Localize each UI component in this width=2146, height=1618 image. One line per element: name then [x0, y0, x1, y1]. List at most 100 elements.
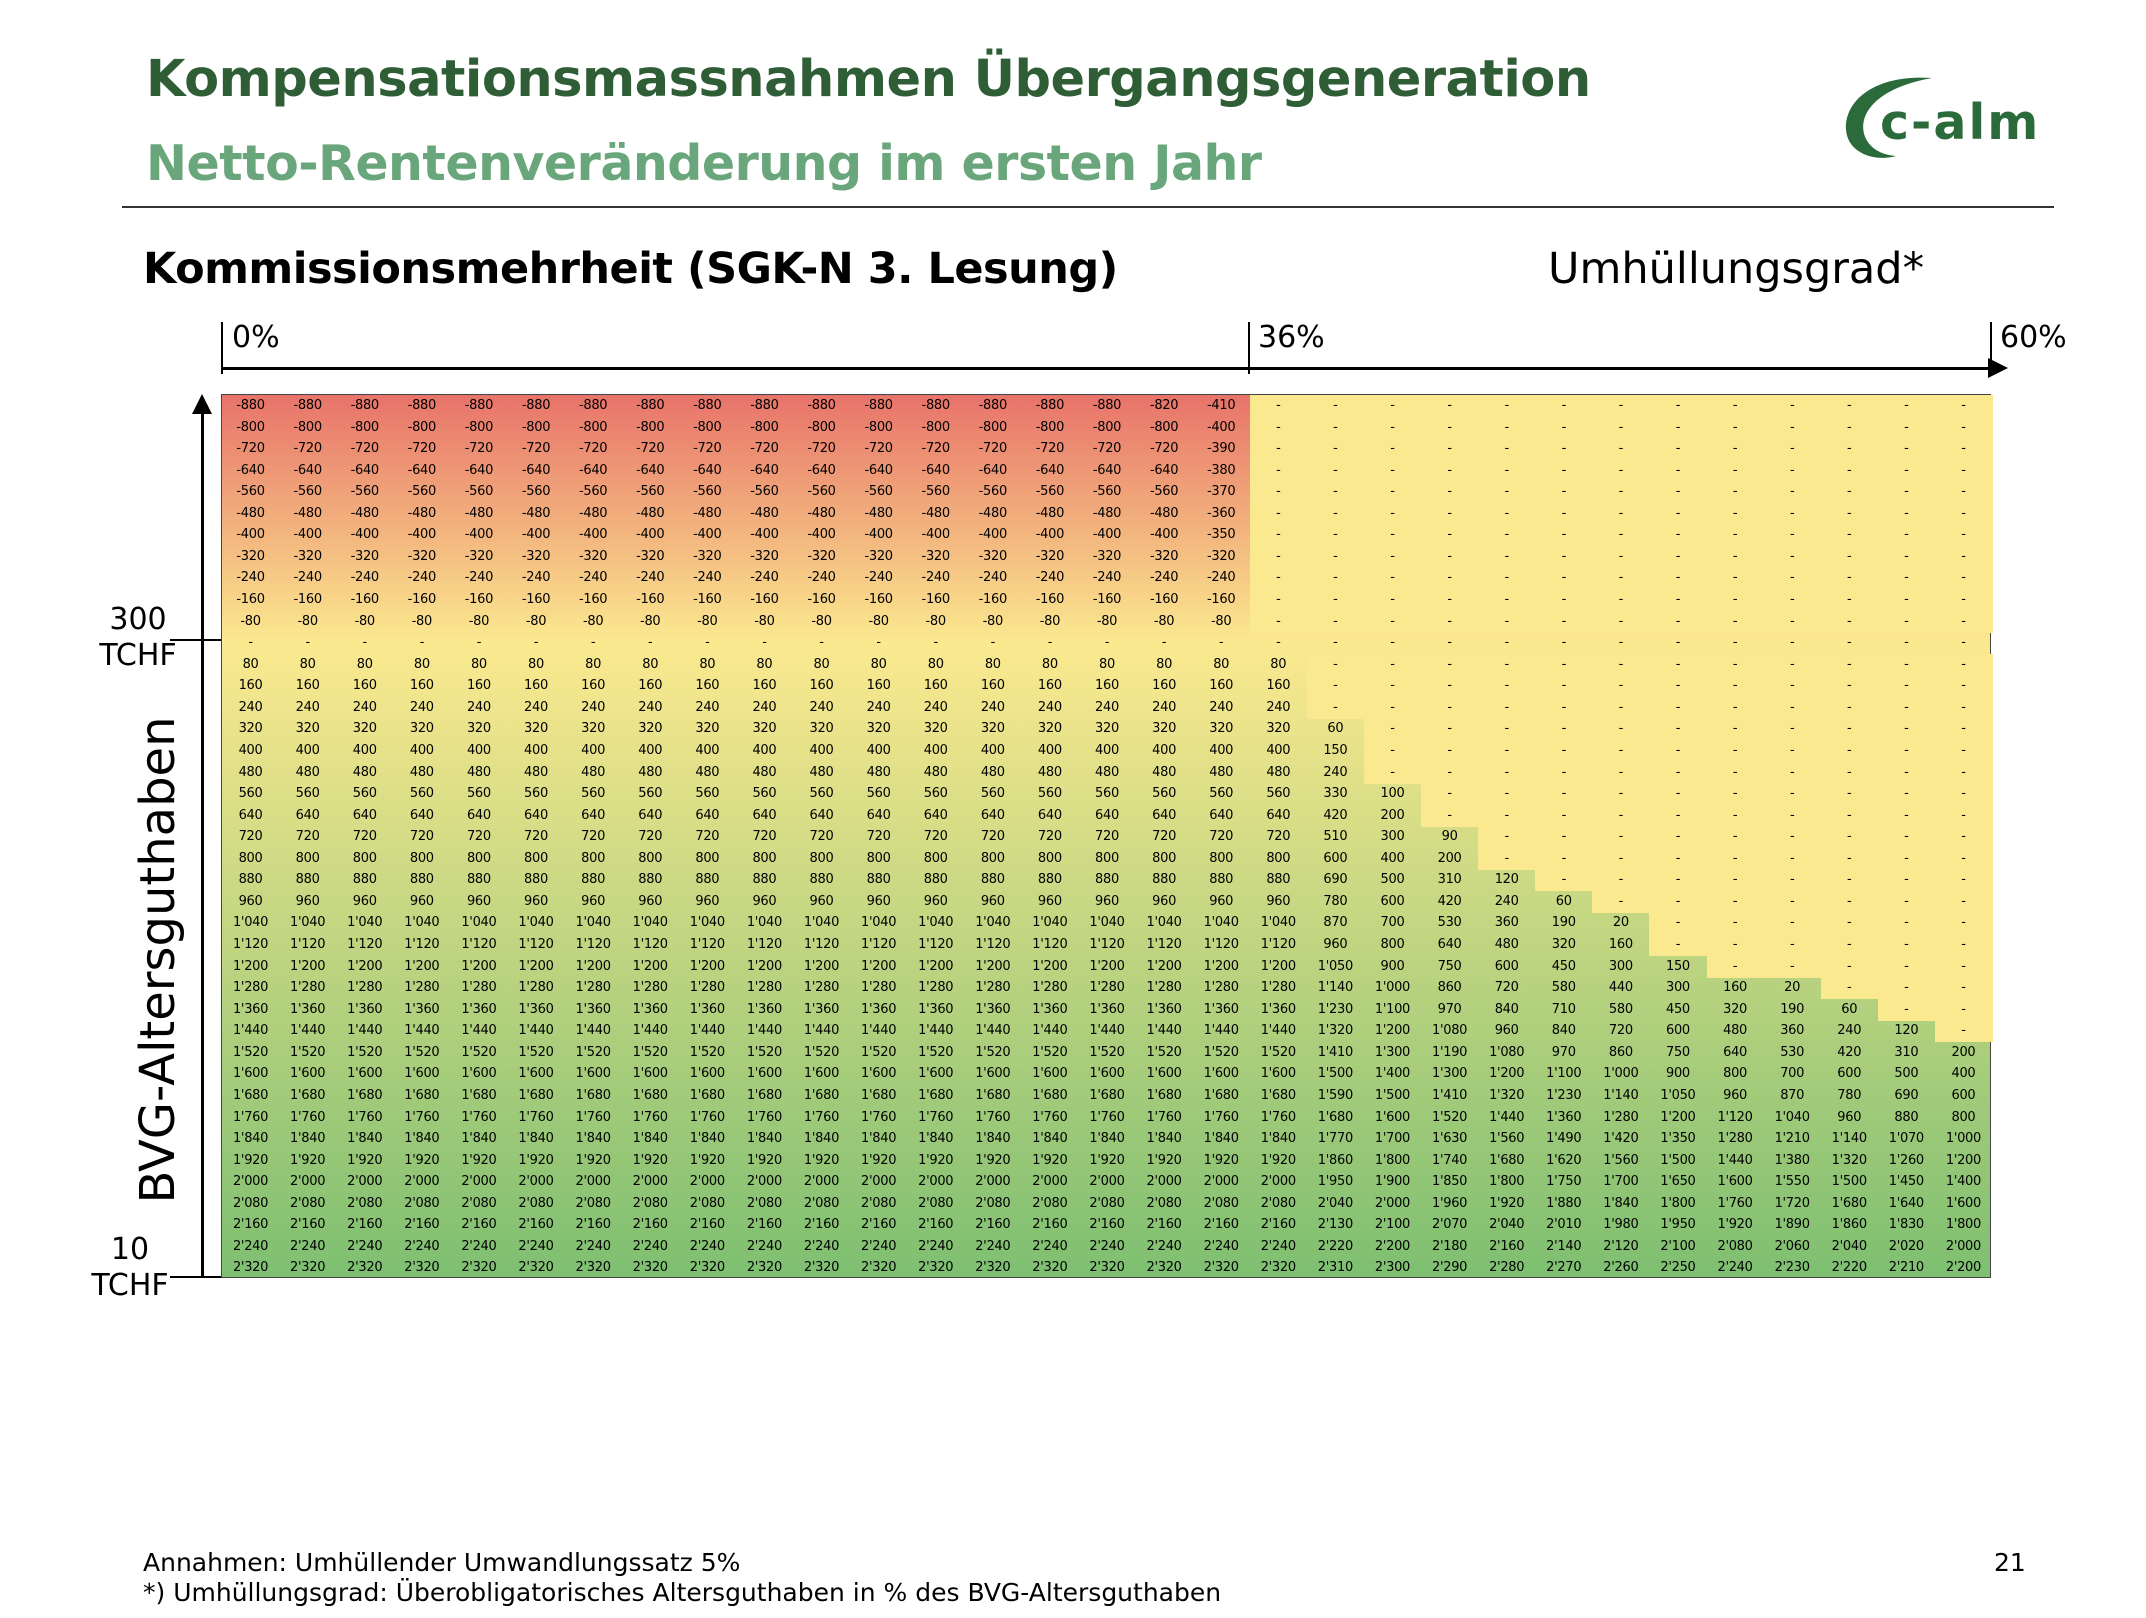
table-cell: 160	[695, 678, 720, 694]
page-number: 21	[1994, 1548, 2026, 1577]
table-cell: 1'760	[1260, 1109, 1296, 1125]
table-cell: 560	[524, 786, 548, 802]
table-cell: 1'050	[1317, 958, 1353, 974]
table-cell: -370	[1207, 484, 1236, 500]
x-axis-line	[221, 367, 1991, 370]
table-cell: 1'440	[1260, 1023, 1296, 1039]
table-cell: 240	[1494, 893, 1519, 909]
table-cell: 1'120	[975, 937, 1011, 953]
table-cell: 860	[1608, 1044, 1633, 1060]
table-cell: 480	[1494, 937, 1519, 953]
table-cell-bg	[1763, 783, 1822, 806]
table-cell: -240	[1092, 570, 1122, 586]
table-cell: 2'080	[1203, 1195, 1239, 1211]
table-cell: 1'840	[803, 1131, 840, 1147]
table-cell: 2'160	[1489, 1238, 1525, 1254]
table-cell: 240	[581, 699, 606, 715]
table-cell: -	[1732, 915, 1738, 931]
table-cell: 600	[1837, 1066, 1862, 1082]
table-cell: 480	[695, 764, 720, 780]
table-cell: -320	[978, 548, 1008, 564]
table-cell-bg	[1706, 589, 1765, 612]
table-cell-bg	[1478, 589, 1536, 612]
table-cell: -	[1961, 699, 1966, 715]
table-cell: -720	[578, 441, 608, 457]
table-cell: 640	[1152, 807, 1177, 823]
table-cell: -	[1561, 570, 1567, 586]
table-cell: 1'200	[1089, 958, 1125, 974]
table-cell: 400	[352, 742, 377, 758]
table-cell: 1'920	[461, 1152, 497, 1168]
table-cell: 80	[984, 656, 1001, 672]
table-cell: 1'450	[1888, 1174, 1924, 1190]
table-cell: -320	[636, 548, 665, 564]
table-cell: 880	[352, 872, 377, 888]
table-cell: 1'760	[746, 1109, 782, 1125]
table-cell: -720	[1092, 441, 1122, 457]
table-cell: -560	[407, 484, 437, 500]
table-cell: -	[1675, 592, 1681, 608]
table-cell: 1'700	[1603, 1174, 1639, 1190]
table-cell: 870	[1323, 915, 1348, 931]
table-cell: 2'000	[975, 1174, 1011, 1190]
table-cell: -320	[521, 548, 551, 564]
table-cell: 1'440	[918, 1023, 954, 1039]
table-cell-bg	[1592, 567, 1650, 590]
table-cell: 1'680	[1146, 1087, 1182, 1103]
table-cell: 1'770	[1317, 1131, 1353, 1147]
table-cell: -640	[864, 462, 893, 478]
table-cell: -	[1961, 441, 1966, 457]
table-cell: 960	[752, 893, 777, 909]
table-cell: -640	[921, 462, 951, 478]
table-cell: -800	[407, 419, 437, 435]
table-cell: -	[1675, 656, 1681, 672]
table-cell: 1'760	[1146, 1109, 1182, 1125]
table-cell-bg	[1363, 545, 1422, 569]
table-cell: 1'520	[461, 1044, 497, 1060]
table-cell: 1'520	[1032, 1044, 1068, 1060]
table-cell: 1'680	[918, 1087, 954, 1103]
table-cell: -	[1904, 937, 1909, 953]
table-cell-bg	[1763, 826, 1822, 849]
table-cell: 1'490	[1546, 1131, 1582, 1147]
table-cell: -	[1618, 721, 1624, 737]
table-cell-bg	[1820, 783, 1879, 806]
table-cell: 960	[581, 893, 606, 909]
y-tick-label-value: 300 TCHF	[99, 602, 177, 673]
table-cell: 970	[1437, 1001, 1462, 1017]
table-cell: -240	[1207, 570, 1236, 586]
table-cell: -880	[1092, 398, 1122, 413]
table-cell-bg	[1535, 502, 1593, 525]
table-cell: 160	[352, 678, 377, 694]
table-cell: 320	[1037, 721, 1062, 737]
table-cell: 640	[295, 807, 320, 823]
table-cell: -	[819, 635, 824, 651]
table-cell-bg	[1763, 912, 1822, 935]
table-cell: 240	[238, 699, 263, 715]
table-cell: -	[1447, 570, 1452, 586]
table-cell: 2'140	[1546, 1238, 1582, 1254]
table-cell: 960	[466, 893, 491, 909]
table-cell: 600	[1494, 958, 1519, 974]
table-cell: 2'100	[1374, 1217, 1411, 1233]
table-cell: 1'380	[1774, 1152, 1810, 1168]
table-cell: -	[1675, 937, 1681, 953]
table-cell-bg	[1820, 761, 1879, 784]
table-cell: 2'160	[1260, 1217, 1296, 1233]
table-cell: 1'040	[1146, 915, 1182, 931]
table-cell: 2'240	[575, 1238, 611, 1254]
table-cell: 640	[1209, 807, 1234, 823]
table-cell: -880	[864, 398, 893, 413]
table-cell: -640	[750, 462, 779, 478]
table-cell-bg	[1535, 761, 1593, 784]
table-cell: 2'080	[290, 1195, 326, 1211]
table-cell: -	[1789, 484, 1795, 500]
table-cell: -480	[1035, 505, 1065, 521]
table-cell: -80	[411, 613, 433, 629]
table-cell: 800	[466, 850, 491, 866]
table-cell: -	[1789, 721, 1795, 737]
table-cell-bg	[1934, 696, 1993, 719]
table-cell-bg	[1763, 567, 1822, 590]
table-cell: 1'200	[1260, 958, 1296, 974]
table-cell: 160	[752, 678, 777, 694]
